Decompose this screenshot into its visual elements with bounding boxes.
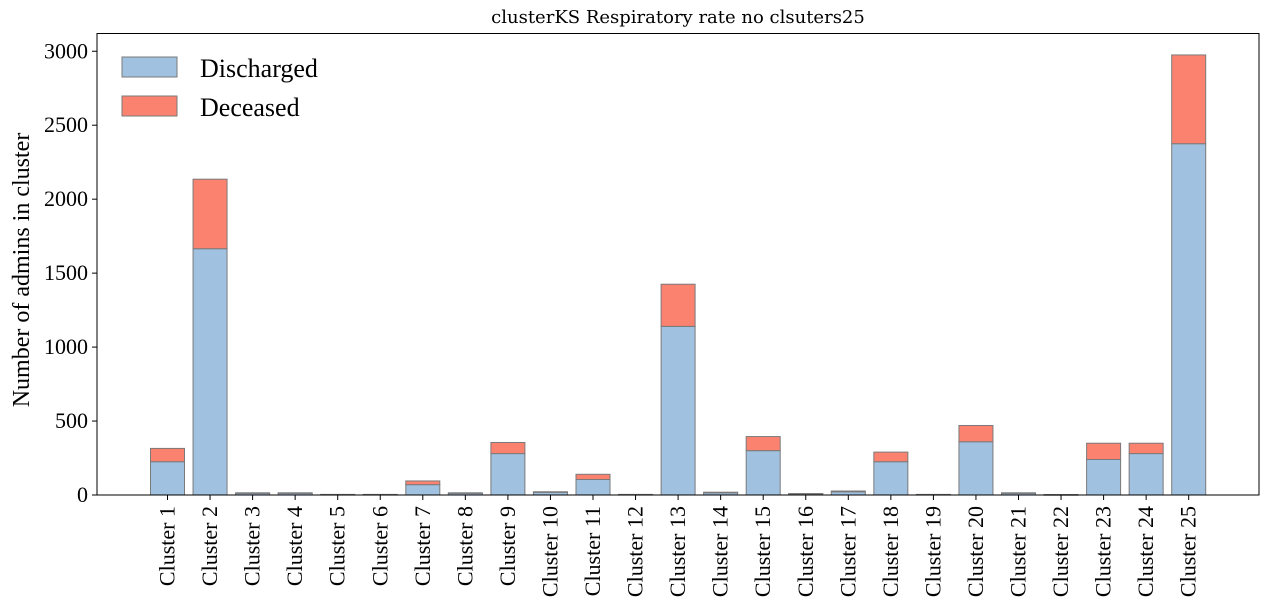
x-tick-label: Cluster 21 xyxy=(1006,506,1031,597)
bar-deceased-23 xyxy=(1086,442,1122,460)
legend-swatch-discharged xyxy=(121,56,178,78)
bar-deceased-1 xyxy=(150,447,185,463)
y-tick-label: 2500 xyxy=(44,112,88,137)
x-tick-label: Cluster 16 xyxy=(793,506,818,597)
bar-discharged-9 xyxy=(490,453,526,496)
bar-deceased-2 xyxy=(192,178,228,250)
legend-swatch-deceased xyxy=(121,95,178,117)
legend-label-discharged: Discharged xyxy=(200,54,318,83)
bar-deceased-24 xyxy=(1128,442,1164,455)
x-tick-label: Cluster 18 xyxy=(878,506,903,597)
bar-deceased-16 xyxy=(788,493,824,495)
x-tick-label: Cluster 12 xyxy=(623,506,648,597)
bar-discharged-1 xyxy=(150,461,185,496)
legend: Discharged Deceased xyxy=(121,54,318,122)
y-tick-label: 500 xyxy=(55,408,88,433)
bar-deceased-9 xyxy=(490,441,526,455)
bar-discharged-20 xyxy=(958,441,994,496)
x-tick-label: Cluster 13 xyxy=(665,506,690,597)
x-tick-label: Cluster 25 xyxy=(1176,506,1201,597)
bar-discharged-25 xyxy=(1171,143,1207,496)
y-axis: 0 500 1000 1500 2000 2500 3000 xyxy=(44,38,97,507)
y-tick-label: 1500 xyxy=(44,260,88,285)
y-tick-label: 1000 xyxy=(44,334,88,359)
bar-deceased-14 xyxy=(703,491,739,494)
x-tick-label: Cluster 9 xyxy=(495,506,520,586)
bar-deceased-15 xyxy=(745,436,781,452)
bar-deceased-25 xyxy=(1171,54,1207,145)
x-tick-label: Cluster 19 xyxy=(920,506,945,597)
x-tick-label: Cluster 22 xyxy=(1048,506,1073,597)
y-tick-label: 0 xyxy=(77,482,88,507)
bar-deceased-18 xyxy=(873,451,909,463)
bar-discharged-15 xyxy=(745,450,781,496)
x-tick-label: Cluster 6 xyxy=(367,506,392,586)
bar-deceased-10 xyxy=(532,491,568,493)
bar-deceased-21 xyxy=(1001,492,1036,494)
x-tick-label: Cluster 15 xyxy=(750,506,775,597)
x-tick-label: Cluster 4 xyxy=(282,506,307,586)
y-axis-label: Number of admins in cluster xyxy=(9,133,35,408)
y-tick-label: 2000 xyxy=(44,186,88,211)
bar-deceased-8 xyxy=(447,492,483,494)
bar-discharged-13 xyxy=(660,325,696,496)
bar-deceased-3 xyxy=(235,492,271,494)
x-tick-label: Cluster 5 xyxy=(325,506,350,586)
chart-title: clusterKS Respiratory rate no clsuters25 xyxy=(491,7,865,28)
bar-deceased-7 xyxy=(405,480,441,486)
x-tick-label: Cluster 11 xyxy=(580,506,605,596)
plot-area xyxy=(150,54,1207,496)
x-tick-label: Cluster 20 xyxy=(963,506,988,597)
bar-discharged-11 xyxy=(575,478,611,496)
x-tick-label: Cluster 8 xyxy=(452,506,477,586)
x-tick-label: Cluster 2 xyxy=(197,506,222,586)
y-tick-label: 3000 xyxy=(44,38,88,63)
x-tick-label: Cluster 23 xyxy=(1091,506,1116,597)
bar-deceased-4 xyxy=(277,492,313,494)
legend-label-deceased: Deceased xyxy=(200,93,300,122)
bar-deceased-13 xyxy=(660,283,696,327)
bar-discharged-7 xyxy=(405,484,441,496)
bar-deceased-20 xyxy=(958,424,994,443)
x-tick-label: Cluster 10 xyxy=(537,506,562,597)
bar-deceased-11 xyxy=(575,473,611,480)
x-tick-label: Cluster 17 xyxy=(835,506,860,597)
bar-discharged-24 xyxy=(1128,453,1164,496)
x-tick-label: Cluster 3 xyxy=(240,506,265,586)
x-tick-label: Cluster 7 xyxy=(410,506,435,586)
plot-frame xyxy=(96,33,1260,496)
x-tick-label: Cluster 14 xyxy=(708,506,733,597)
bar-discharged-18 xyxy=(873,461,909,496)
x-tick-label: Cluster 24 xyxy=(1133,506,1158,597)
bar-discharged-23 xyxy=(1086,459,1122,496)
bar-deceased-17 xyxy=(830,490,866,493)
x-axis: Cluster 1 Cluster 2 Cluster 3 Cluster 4 Clus… xyxy=(155,495,1201,597)
bar-discharged-2 xyxy=(192,248,228,496)
x-tick-label: Cluster 1 xyxy=(155,506,180,586)
